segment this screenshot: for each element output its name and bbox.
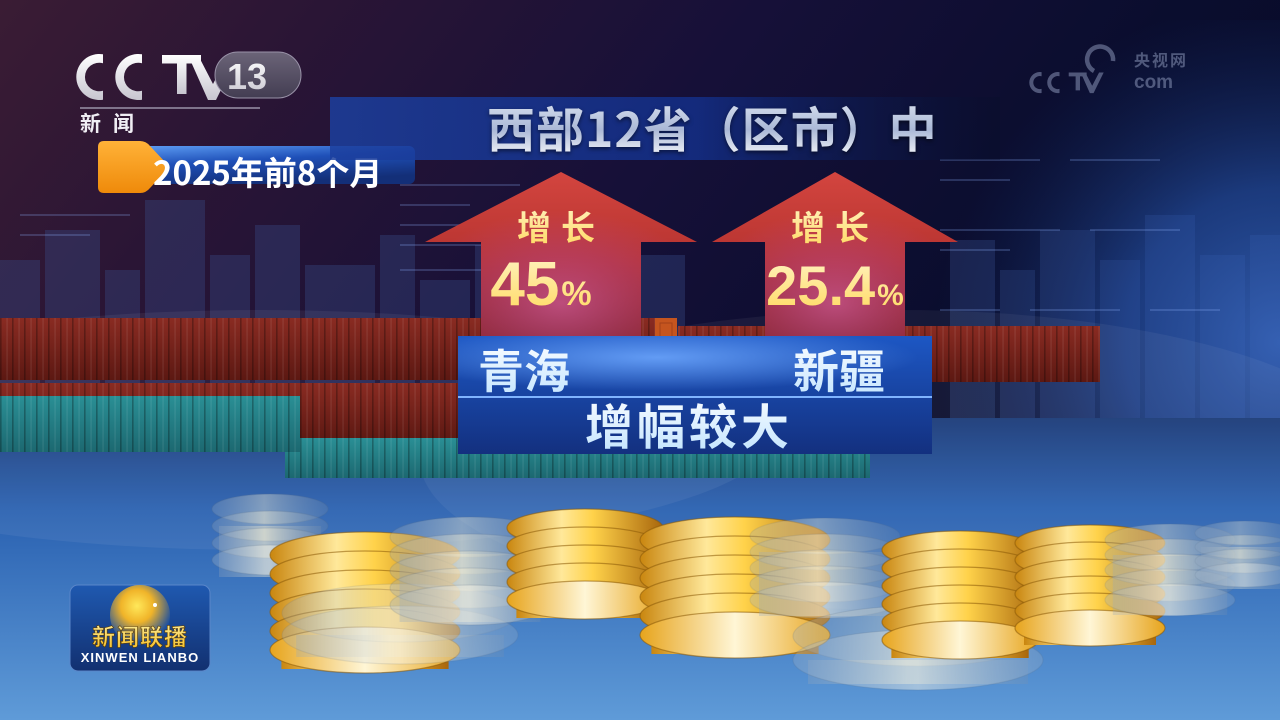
svg-text:新闻联播: 新闻联播 (92, 618, 188, 652)
svg-text:XINWEN LIANBO: XINWEN LIANBO (81, 650, 199, 665)
